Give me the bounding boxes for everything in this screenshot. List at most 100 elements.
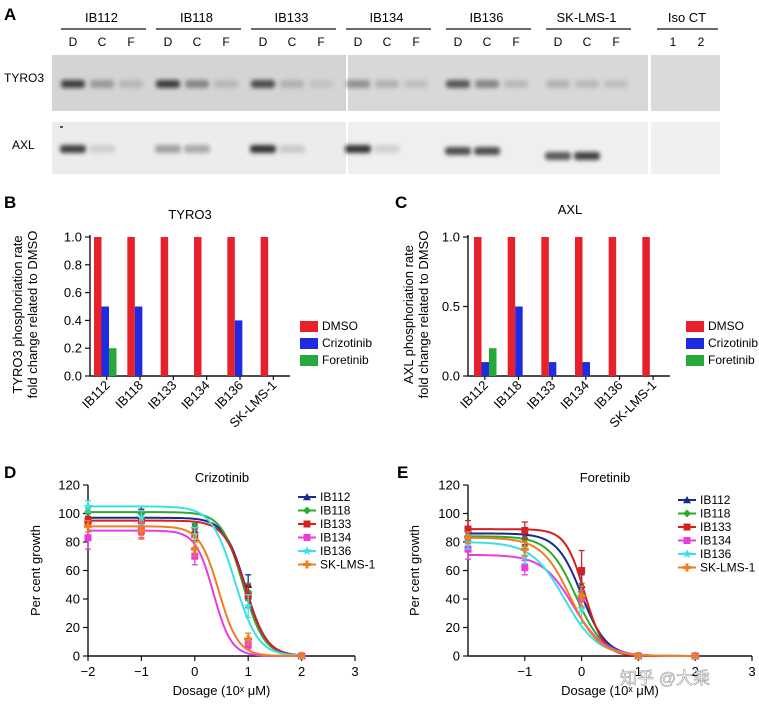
blot-lane-label: D [554, 35, 563, 49]
curve-sk-lms-1 [467, 536, 699, 657]
y-tick-label: 0.4 [64, 313, 82, 328]
tyro3-bar-chart: TYRO3 TYRO3 phosphoriation rate fold chang… [10, 207, 372, 431]
blot-band [155, 145, 181, 153]
blot-band [346, 80, 370, 88]
legend-marker-ib136 [682, 549, 692, 559]
legend-label: IB118 [700, 507, 731, 521]
bar-crizotinib-ib136 [234, 320, 243, 376]
y-axis-label: fold change related to DMSO [25, 231, 40, 399]
blot-band [251, 80, 275, 88]
blot-band [61, 80, 85, 88]
blot-group-label: IB136 [470, 10, 504, 25]
y-axis-label: Per cent growth [28, 525, 43, 616]
y-tick-label: 100 [58, 506, 80, 521]
curve-ib136 [88, 505, 305, 657]
legend-label: SK-LMS-1 [700, 561, 756, 575]
y-tick-label: 120 [58, 478, 80, 493]
x-tick-label: 1 [635, 664, 642, 679]
y-tick-label: 60 [446, 563, 460, 578]
blot-group-label: IB118 [180, 10, 213, 25]
blot-lane-label: C [583, 35, 592, 49]
bar-dmso-sk-lms-1 [642, 237, 650, 376]
x-tick-label: IB118 [112, 378, 146, 412]
blot-band [309, 80, 333, 88]
blot-lane-label: C [288, 35, 297, 49]
point-sk-lms-1 [464, 533, 472, 542]
x-tick-label: 3 [351, 664, 358, 679]
point-ib134 [521, 564, 529, 572]
legend-label: IB134 [320, 531, 352, 545]
point-ib136 [136, 512, 147, 522]
bar-dmso-ib118 [127, 237, 135, 376]
blot-band [446, 80, 470, 88]
blot-lane-label: 1 [670, 35, 677, 49]
y-tick-label: 40 [446, 592, 460, 607]
point-sk-lms-1 [244, 634, 253, 643]
blot-band [374, 145, 400, 153]
watermark: 知乎 @大乘 [620, 669, 710, 688]
blot-speck [60, 126, 63, 128]
blot-lane-label: F [127, 35, 134, 49]
blot-band [504, 80, 528, 88]
legend-marker-ib133 [303, 520, 311, 528]
blot-band [445, 147, 471, 155]
point-ib133 [464, 525, 472, 533]
blot-band [279, 145, 305, 153]
blot-band [156, 80, 180, 88]
blot-band [345, 145, 371, 153]
x-tick-label: 2 [298, 664, 305, 679]
point-ib133 [578, 567, 586, 574]
legend-marker-ib133 [683, 523, 691, 531]
legend-label: Foretinib [708, 353, 755, 367]
blot-row-label-axl: AXL [12, 138, 35, 152]
x-tick-label: 2 [692, 664, 699, 679]
point-ib133 [521, 527, 529, 535]
x-tick-label: 0 [191, 664, 198, 679]
point-sk-lms-1 [691, 652, 700, 660]
blot-lane-label: C [383, 35, 392, 49]
blot-lane-label: 2 [698, 35, 705, 49]
x-tick-label: −2 [81, 664, 96, 679]
y-axis-label: fold change related to DMSO [416, 231, 431, 399]
blot-membrane [651, 55, 720, 111]
blot-group-label: IB134 [370, 10, 404, 25]
point-sk-lms-1 [190, 545, 199, 554]
blot-band [119, 80, 143, 88]
blot-group-label: SK-LMS-1 [557, 10, 617, 25]
blot-band [404, 80, 428, 88]
bar-dmso-sk-lms-1 [260, 237, 269, 376]
legend-swatch-foretinib [686, 355, 704, 366]
y-tick-label: 0.8 [64, 257, 82, 272]
bar-dmso-ib118 [507, 237, 516, 376]
blot-band [375, 80, 399, 88]
point-ib136 [190, 529, 200, 539]
blot-row-label-tyro3: TYRO3 [4, 71, 44, 85]
legend-marker-ib118 [683, 509, 691, 518]
x-tick-label: −1 [517, 664, 532, 679]
bar-foretinib-ib112 [109, 348, 117, 376]
y-tick-label: 0 [453, 649, 460, 664]
legend-swatch-dmso [300, 321, 318, 332]
legend-label: IB112 [700, 493, 731, 507]
legend-label: Foretinib [322, 353, 369, 367]
point-sk-lms-1 [297, 652, 306, 660]
bar-dmso-ib136 [227, 237, 235, 376]
legend-marker-sk-lms-1 [303, 560, 311, 569]
blot-band [575, 80, 599, 88]
blot-lane-label: D [354, 35, 363, 49]
blot-band [89, 145, 115, 153]
panel-letter-e: E [397, 463, 408, 482]
x-tick-label: −1 [134, 664, 149, 679]
blot-band [546, 80, 570, 88]
x-tick-label: IB133 [524, 378, 559, 413]
legend-label: IB136 [320, 544, 352, 558]
bar-crizotinib-ib112 [481, 362, 489, 376]
legend-label: Crizotinib [708, 336, 758, 350]
legend-marker-ib134 [303, 534, 311, 541]
legend-marker-sk-lms-1 [683, 563, 691, 572]
blot-lane-label: D [259, 35, 268, 49]
y-tick-label: 0 [73, 649, 80, 664]
y-tick-label: 0.0 [442, 369, 460, 384]
bar-foretinib-ib112 [489, 348, 497, 376]
western-blot-panel: IB112 D C F IB118 D C F IB133 D C F IB134 D C F IB136 D C F… [4, 10, 720, 174]
